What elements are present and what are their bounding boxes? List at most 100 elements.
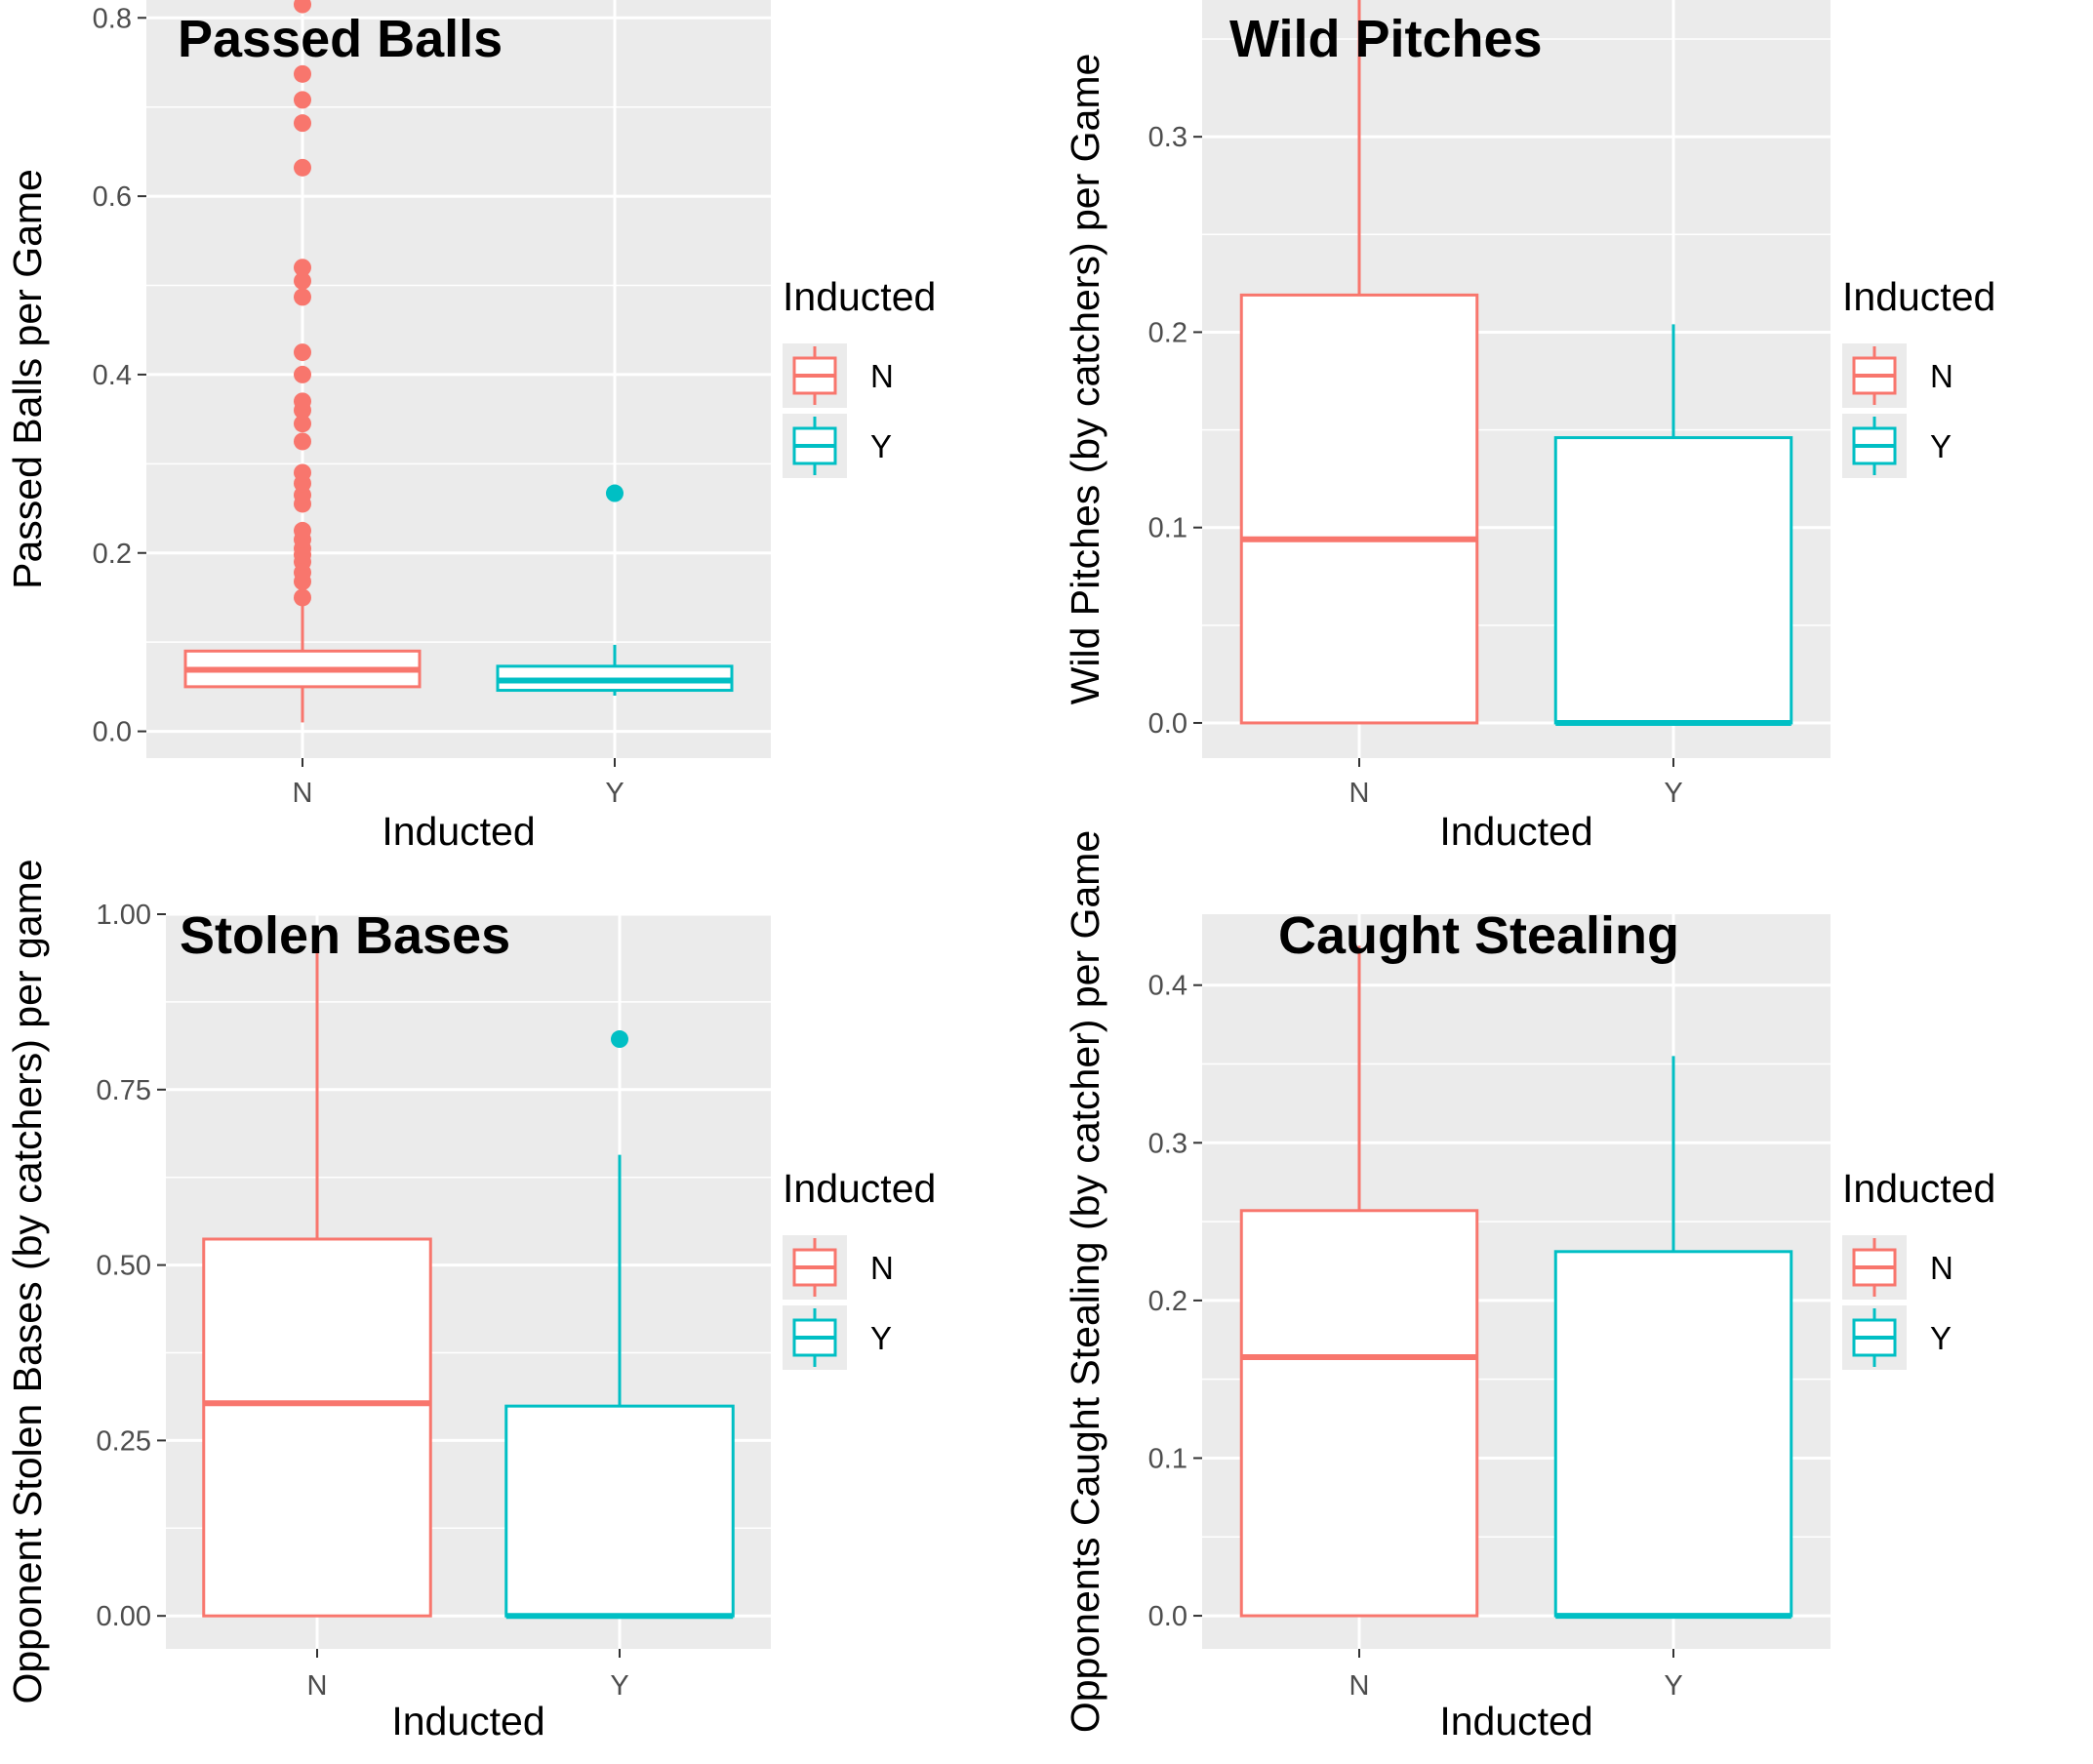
outlier-point bbox=[294, 259, 311, 277]
box-N bbox=[1239, 0, 1479, 725]
plot-background bbox=[146, 0, 771, 758]
legend-key-Y bbox=[783, 1305, 847, 1370]
y-tick-label: 0.3 bbox=[1148, 122, 1187, 153]
y-tick-label: 0.50 bbox=[97, 1251, 151, 1282]
outlier-point bbox=[606, 484, 624, 502]
panel-title: Stolen Bases bbox=[180, 906, 510, 965]
legend-label: N bbox=[1930, 358, 1953, 394]
outlier-point bbox=[294, 521, 311, 540]
y-tick-label: 0.00 bbox=[97, 1601, 151, 1632]
legend-key-Y bbox=[783, 414, 847, 478]
legend-key-N bbox=[1842, 1235, 1907, 1300]
legend-title: Inducted bbox=[1842, 274, 1995, 319]
box-body bbox=[1553, 1250, 1793, 1618]
x-axis-title: Inducted bbox=[391, 1699, 544, 1744]
panel-title: Wild Pitches bbox=[1229, 10, 1543, 68]
y-axis-title: Wild Pitches (by catchers) per Game bbox=[1063, 54, 1107, 705]
y-tick-label: 0.75 bbox=[97, 1075, 151, 1106]
x-tick-label: N bbox=[307, 1670, 328, 1702]
outlier-point bbox=[294, 432, 311, 451]
y-tick-label: 0.0 bbox=[93, 717, 132, 748]
legend: Inducted NY bbox=[783, 274, 936, 478]
outlier-point bbox=[294, 365, 311, 383]
box-N bbox=[183, 0, 422, 723]
legend: Inducted NY bbox=[1842, 1166, 1995, 1370]
legend-key-N bbox=[783, 343, 847, 408]
y-tick-label: 0.3 bbox=[1148, 1128, 1187, 1159]
y-tick-label: 0.1 bbox=[1148, 513, 1187, 544]
outlier-point bbox=[294, 271, 311, 290]
legend-label: N bbox=[870, 1250, 894, 1286]
legend-key-N bbox=[1842, 343, 1907, 408]
outlier-point bbox=[294, 588, 311, 607]
box-N bbox=[1239, 945, 1479, 1618]
x-axis-title: Inducted bbox=[382, 809, 535, 854]
y-axis-title: Passed Balls per Game bbox=[5, 169, 50, 589]
box-N bbox=[202, 935, 432, 1618]
legend-label: Y bbox=[870, 428, 892, 464]
box-body bbox=[504, 1404, 735, 1618]
legend-label: Y bbox=[870, 1320, 892, 1356]
panel-title: Passed Balls bbox=[178, 10, 503, 68]
x-tick-label: N bbox=[293, 778, 313, 809]
legend-label: Y bbox=[1930, 428, 1952, 464]
box-Y bbox=[496, 484, 734, 697]
y-tick-label: 0.2 bbox=[93, 539, 132, 570]
legend-title: Inducted bbox=[1842, 1166, 1995, 1211]
outlier-point bbox=[294, 463, 311, 482]
legend-label: N bbox=[870, 358, 894, 394]
y-tick-label: 0.1 bbox=[1148, 1443, 1187, 1474]
y-tick-label: 0.0 bbox=[1148, 708, 1187, 740]
box-Y bbox=[1553, 324, 1793, 726]
y-axis-title: Opponent Stolen Bases (by catchers) per … bbox=[5, 859, 50, 1704]
y-tick-label: 0.4 bbox=[1148, 971, 1187, 1002]
x-axis-title: Inducted bbox=[1439, 809, 1592, 854]
y-tick-label: 0.0 bbox=[1148, 1601, 1187, 1632]
box-body bbox=[1239, 1209, 1479, 1618]
outlier-point bbox=[294, 343, 311, 362]
legend: Inducted NY bbox=[1842, 274, 1995, 478]
x-tick-label: Y bbox=[1664, 1670, 1682, 1702]
legend-title: Inducted bbox=[783, 1166, 936, 1211]
legend-title: Inducted bbox=[783, 274, 936, 319]
y-tick-label: 1.00 bbox=[97, 900, 151, 931]
legend-label: Y bbox=[1930, 1320, 1952, 1356]
y-axis-title: Opponents Caught Stealing (by catcher) p… bbox=[1063, 830, 1107, 1733]
x-tick-label: Y bbox=[605, 778, 624, 809]
x-tick-label: N bbox=[1349, 778, 1370, 809]
x-tick-label: N bbox=[1349, 1670, 1370, 1702]
legend-key-N bbox=[783, 1235, 847, 1300]
outlier-point bbox=[294, 91, 311, 109]
y-tick-label: 0.25 bbox=[97, 1425, 151, 1457]
outlier-point bbox=[294, 0, 311, 14]
y-tick-label: 0.6 bbox=[93, 181, 132, 213]
outlier-point bbox=[294, 64, 311, 83]
y-tick-label: 0.2 bbox=[1148, 1286, 1187, 1317]
legend-key-Y bbox=[1842, 414, 1907, 478]
x-tick-label: Y bbox=[1664, 778, 1682, 809]
y-tick-label: 0.8 bbox=[93, 3, 132, 34]
y-tick-label: 0.2 bbox=[1148, 317, 1187, 348]
box-body bbox=[1239, 293, 1479, 725]
legend: Inducted NY bbox=[783, 1166, 936, 1370]
outlier-point bbox=[294, 392, 311, 411]
panel-title: Caught Stealing bbox=[1278, 906, 1679, 965]
x-axis-title: Inducted bbox=[1439, 1699, 1592, 1744]
legend-label: N bbox=[1930, 1250, 1953, 1286]
outlier-point bbox=[294, 114, 311, 133]
box-body bbox=[1553, 436, 1793, 725]
box-Y bbox=[504, 1030, 735, 1620]
outlier-point bbox=[294, 288, 311, 306]
outlier-point bbox=[294, 415, 311, 433]
outlier-point bbox=[294, 158, 311, 177]
box-body bbox=[202, 1237, 432, 1618]
y-tick-label: 0.4 bbox=[93, 360, 132, 391]
legend-key-Y bbox=[1842, 1305, 1907, 1370]
x-tick-label: Y bbox=[610, 1670, 628, 1702]
outlier-point bbox=[611, 1030, 628, 1049]
